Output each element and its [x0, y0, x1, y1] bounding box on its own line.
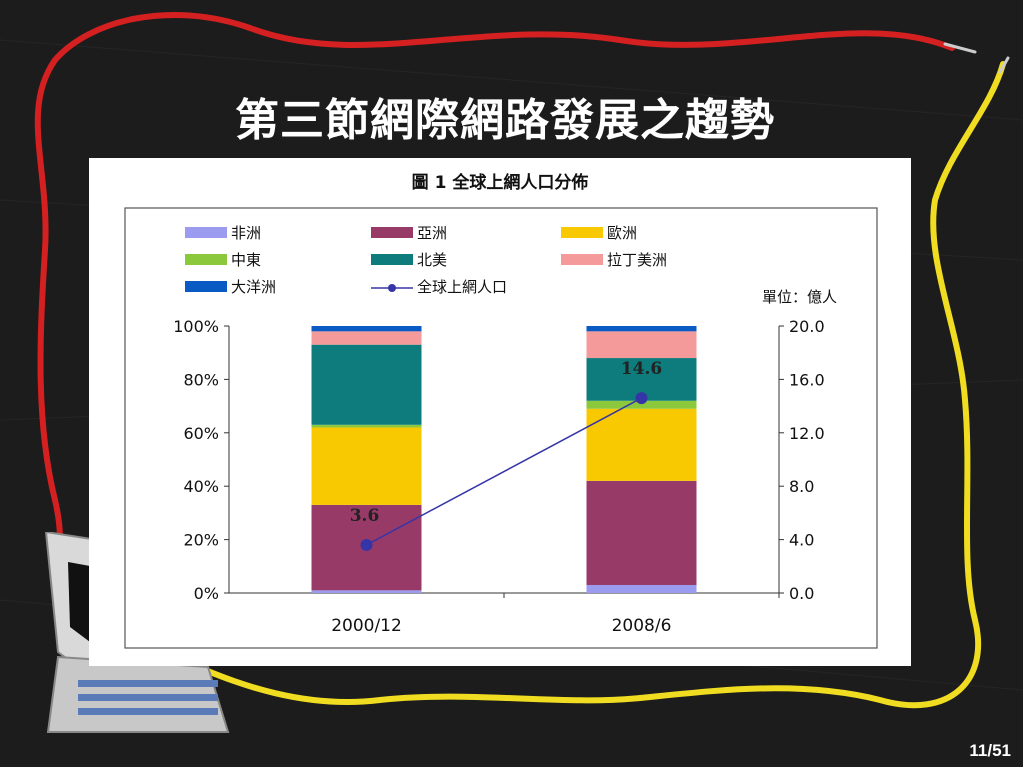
bar-segment	[311, 427, 422, 505]
legend-swatch	[561, 227, 603, 238]
y-tick-label-right: 16.0	[789, 370, 825, 389]
bar-segment	[311, 424, 422, 428]
bar-segment	[311, 590, 422, 593]
slide-title: 第三節網際網路發展之趨勢	[235, 95, 775, 146]
bar-segment	[586, 400, 697, 409]
legend-line-marker	[388, 284, 396, 292]
laptop-clipart	[44, 532, 230, 733]
y-tick-label-right: 20.0	[789, 317, 825, 336]
y-tick-label-left: 0%	[194, 584, 219, 603]
legend-swatch	[371, 227, 413, 238]
chart-frame	[124, 207, 878, 649]
legend-label: 全球上網人口	[417, 278, 507, 296]
y-tick-label-right: 0.0	[789, 584, 814, 603]
legend-swatch	[185, 227, 227, 238]
page-number: 11/51	[969, 741, 1011, 760]
line-series	[366, 397, 642, 546]
line-point	[635, 392, 648, 405]
bar-segment	[311, 344, 422, 425]
plot-area: 0% 20% 40% 60% 80% 100% 0.0 4.0 8.0 12.0 16.0 20.0 2…	[173, 317, 824, 636]
legend-swatch	[561, 254, 603, 265]
y-tick-label-right: 12.0	[789, 424, 825, 443]
legend-label: 北美	[417, 251, 447, 269]
legend-label: 歐洲	[607, 224, 637, 242]
line-data-label: 3.6	[350, 506, 380, 526]
bar-segment	[586, 331, 697, 359]
y-tick-label-right: 8.0	[789, 477, 814, 496]
y-tick-label-left: 20%	[183, 531, 219, 550]
legend-label: 非洲	[231, 224, 261, 242]
legend-swatch	[185, 281, 227, 292]
legend-label: 中東	[231, 251, 261, 269]
x-tick-label: 2000/12	[331, 616, 402, 636]
chart-title: 圖 1 全球上網人口分佈	[412, 172, 589, 193]
legend-label: 大洋洲	[231, 278, 276, 296]
legend-label: 拉丁美洲	[607, 251, 667, 269]
y-tick-label-left: 80%	[183, 370, 219, 389]
chart-figure: 圖 1 全球上網人口分佈 非洲 亞洲 歐洲中東 北美 拉丁美洲大洋洲 全球上網人口 單位：…	[89, 158, 911, 666]
line-point	[360, 538, 373, 551]
bar-segment	[311, 331, 422, 345]
unit-label: 單位：億人	[762, 288, 837, 306]
x-tick-label: 2008/6	[612, 616, 672, 636]
bar-segment	[586, 408, 697, 481]
bar-segment	[586, 326, 697, 332]
bar-segment	[311, 326, 422, 332]
bar-segment	[586, 480, 697, 585]
y-tick-label-left: 40%	[183, 477, 219, 496]
line-data-label: 14.6	[621, 359, 662, 379]
legend-swatch	[371, 254, 413, 265]
y-tick-label-left: 100%	[173, 317, 219, 336]
bar-segment	[586, 584, 697, 593]
legend-label: 亞洲	[417, 224, 447, 242]
yellow-wire	[197, 61, 1006, 709]
y-tick-label-left: 60%	[183, 424, 219, 443]
legend-swatch	[185, 254, 227, 265]
y-tick-label-right: 4.0	[789, 531, 814, 550]
red-wire	[34, 11, 955, 563]
